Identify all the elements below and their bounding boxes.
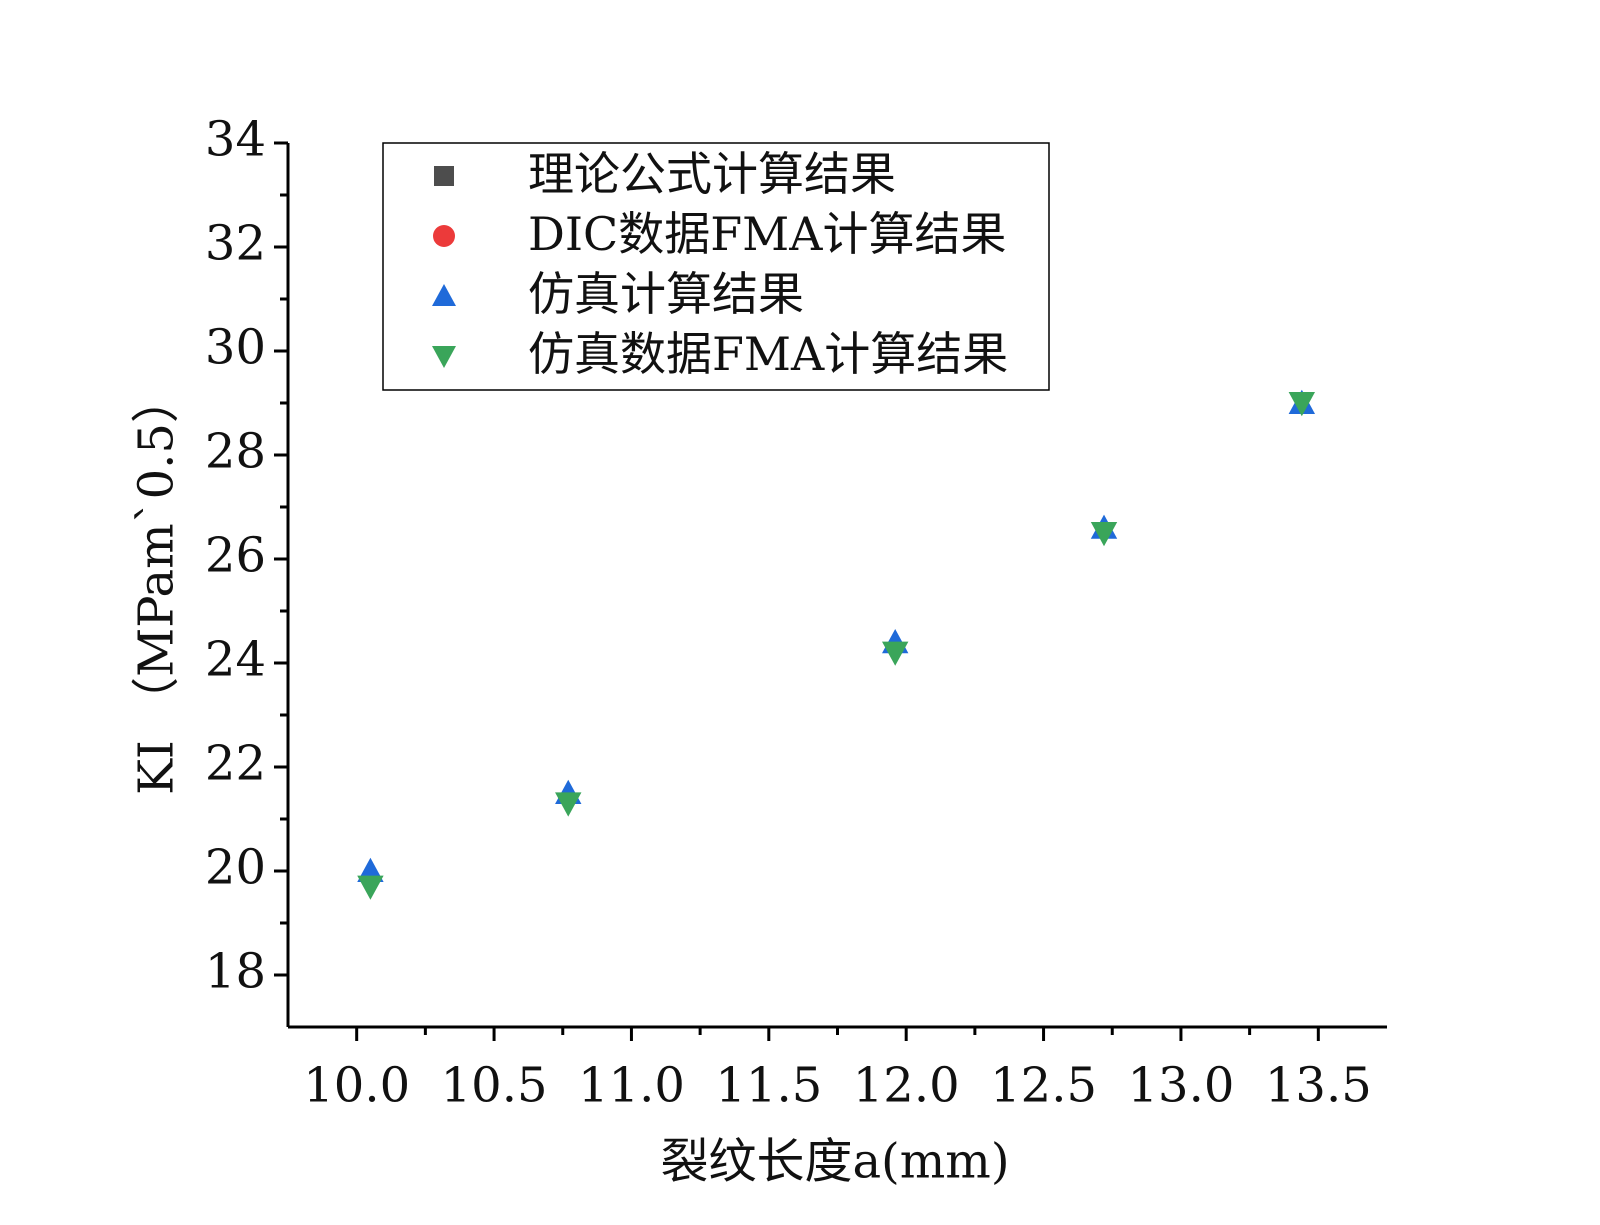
x-tick-label: 13.5: [1265, 1058, 1372, 1114]
legend-label: 仿真计算结果: [528, 267, 804, 321]
legend-label: 仿真数据FMA计算结果: [528, 327, 1008, 381]
triangle-marker: [555, 792, 582, 817]
triangle-marker: [432, 284, 456, 306]
legend-label: 理论公式计算结果: [528, 147, 896, 201]
triangle-marker: [1090, 522, 1118, 547]
y-tick-label: 26: [205, 528, 266, 584]
x-tick-label: 12.5: [990, 1058, 1097, 1114]
x-tick-label: 11.5: [715, 1058, 822, 1114]
legend-label: DIC数据FMA计算结果: [528, 207, 1007, 261]
y-tick-label: 20: [205, 840, 266, 896]
y-axis-label: KI （MPam`0.5）: [129, 375, 185, 795]
x-tick-label: 10.5: [441, 1058, 548, 1114]
x-tick-label: 13.0: [1128, 1058, 1235, 1114]
triangle-marker: [881, 641, 909, 666]
y-tick-label: 28: [205, 424, 266, 480]
y-tick-label: 34: [205, 112, 266, 168]
x-tick-label: 12.0: [853, 1058, 960, 1114]
circle-marker: [433, 225, 455, 247]
y-tick-label: 18: [205, 944, 266, 1000]
x-tick-label: 10.0: [303, 1058, 410, 1114]
y-tick-label: 24: [205, 632, 266, 688]
y-tick-label: 32: [205, 216, 266, 272]
square-marker: [434, 166, 454, 186]
legend-box: [382, 142, 1050, 391]
y-tick-label: 22: [205, 736, 266, 792]
x-tick-label: 11.0: [578, 1058, 685, 1114]
triangle-marker: [432, 346, 456, 368]
x-axis-label: 裂纹长度a(mm): [660, 1134, 1009, 1190]
y-tick-label: 30: [205, 320, 266, 376]
triangle-marker: [1288, 392, 1316, 417]
triangle-marker: [357, 875, 384, 900]
